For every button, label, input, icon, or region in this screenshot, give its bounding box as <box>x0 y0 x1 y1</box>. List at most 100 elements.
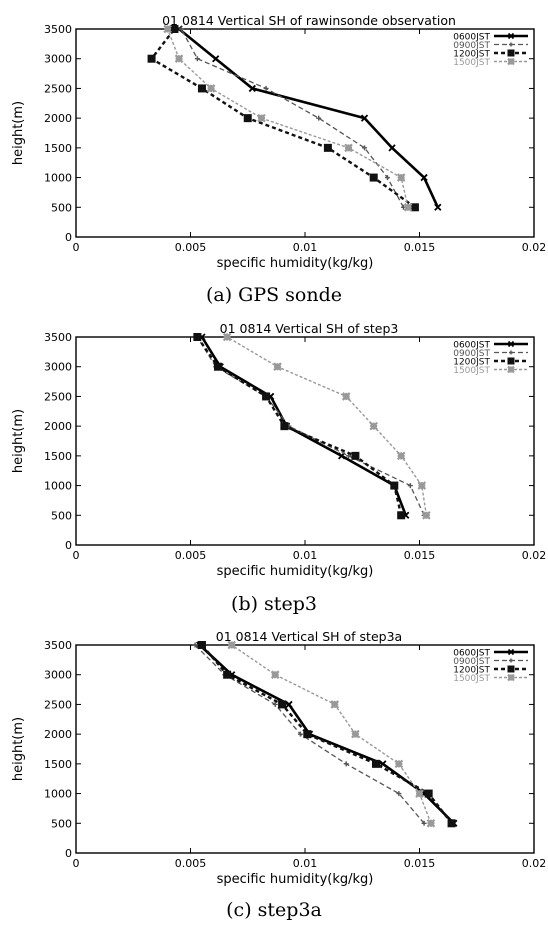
data-point <box>330 700 340 709</box>
y-tick-label: 2000 <box>44 420 72 433</box>
data-point <box>422 511 431 520</box>
legend-label: 0600JST <box>453 649 490 659</box>
y-tick-label: 3500 <box>44 331 72 344</box>
x-tick-label: 0.02 <box>522 857 547 870</box>
data-point <box>213 362 222 371</box>
x-tick-label: 0.02 <box>522 549 547 562</box>
y-axis-label: height(m) <box>11 717 26 781</box>
data-point <box>192 642 198 648</box>
data-point <box>197 641 206 649</box>
y-tick-label: 1500 <box>44 450 72 463</box>
data-point <box>194 56 200 62</box>
data-point <box>303 730 312 739</box>
y-axis-label: height(m) <box>11 409 26 473</box>
legend-marker <box>507 365 515 374</box>
data-point <box>147 54 156 63</box>
y-axis-label: height(m) <box>11 101 26 165</box>
series-1200JST <box>193 333 406 520</box>
chart-title: 01 0814 Vertical SH of step3a <box>216 629 402 644</box>
x-tick-label: 0.005 <box>175 549 207 562</box>
data-point <box>285 700 293 709</box>
data-point <box>369 421 378 431</box>
data-point <box>434 203 442 211</box>
y-tick-label: 0 <box>65 539 72 552</box>
data-point <box>262 392 271 401</box>
y-tick-label: 1000 <box>44 788 72 801</box>
legend-marker <box>507 357 515 365</box>
x-tick-label: 0 <box>73 857 80 870</box>
data-point <box>421 820 427 826</box>
legend-marker <box>507 340 515 348</box>
data-point <box>396 173 406 182</box>
data-point <box>223 670 232 679</box>
legend-label: 1500JST <box>453 58 490 68</box>
y-tick-label: 500 <box>51 201 72 214</box>
data-point <box>417 481 427 490</box>
series-1500JST <box>227 640 436 828</box>
legend-label: 1200JST <box>453 50 490 60</box>
y-tick-label: 500 <box>51 509 72 522</box>
legend-marker <box>507 32 515 40</box>
chart-title: 01 0814 Vertical SH of step3 <box>220 321 399 336</box>
y-tick-label: 3500 <box>44 23 72 36</box>
y-tick-label: 2500 <box>44 698 72 711</box>
chart-panel-3: 01 0814 Vertical SH of step3a 0 500 1000 150… <box>11 629 546 921</box>
series-line <box>196 336 425 516</box>
y-tick-label: 3000 <box>44 361 72 374</box>
data-point <box>297 731 303 737</box>
chart-panel-2: 01 0814 Vertical SH of step3 0 500 1000 1500… <box>11 321 546 615</box>
data-point <box>426 819 436 828</box>
legend-marker <box>507 49 515 57</box>
chart-panel-1: 01 0814 Vertical SH of rawinsonde observ… <box>11 13 546 306</box>
legend-label: 0900JST <box>453 41 490 51</box>
data-point <box>170 25 179 33</box>
y-tick-label: 1000 <box>44 480 72 493</box>
legend-label: 1500JST <box>453 674 490 684</box>
legend-marker <box>507 57 515 66</box>
x-tick-label: 0.01 <box>293 549 318 562</box>
data-point <box>394 759 404 769</box>
series-line <box>201 644 453 825</box>
legend-label: 0900JST <box>453 657 490 667</box>
x-tick-label: 0.01 <box>293 241 318 254</box>
x-tick-label: 0.015 <box>404 549 436 562</box>
data-point <box>384 175 390 181</box>
x-tick-label: 0.01 <box>293 857 318 870</box>
panel-caption: (c) step3a <box>226 899 322 921</box>
data-point <box>263 85 269 91</box>
y-tick-label: 2500 <box>44 82 72 95</box>
x-tick-label: 0.02 <box>522 241 547 254</box>
legend-label: 1200JST <box>453 358 490 368</box>
data-point <box>420 173 428 182</box>
data-point <box>351 729 360 739</box>
series-0600JST <box>175 25 442 211</box>
series-0900JST <box>178 26 406 210</box>
series-1200JST <box>147 25 419 212</box>
legend-label: 0600JST <box>453 341 490 351</box>
x-tick-label: 0.015 <box>404 857 436 870</box>
series-0600JST <box>196 641 458 827</box>
data-point <box>371 759 380 768</box>
y-tick-label: 0 <box>65 231 72 244</box>
data-point <box>396 791 402 797</box>
data-point <box>227 640 236 650</box>
data-point <box>397 511 406 520</box>
y-tick-label: 3000 <box>44 669 72 682</box>
x-tick-label: 0 <box>73 549 80 562</box>
y-tick-label: 1500 <box>44 758 72 771</box>
data-point <box>410 203 419 212</box>
data-point <box>197 84 206 93</box>
legend-marker <box>507 673 515 682</box>
series-1500JST <box>222 332 431 520</box>
legend-marker <box>509 658 513 663</box>
legend-label: 0600JST <box>453 33 490 43</box>
data-point <box>174 54 184 63</box>
data-point <box>243 114 252 123</box>
data-point <box>270 670 280 679</box>
data-point <box>351 451 360 460</box>
data-point <box>278 700 287 709</box>
x-tick-label: 0.005 <box>175 241 207 254</box>
data-point <box>193 333 202 341</box>
